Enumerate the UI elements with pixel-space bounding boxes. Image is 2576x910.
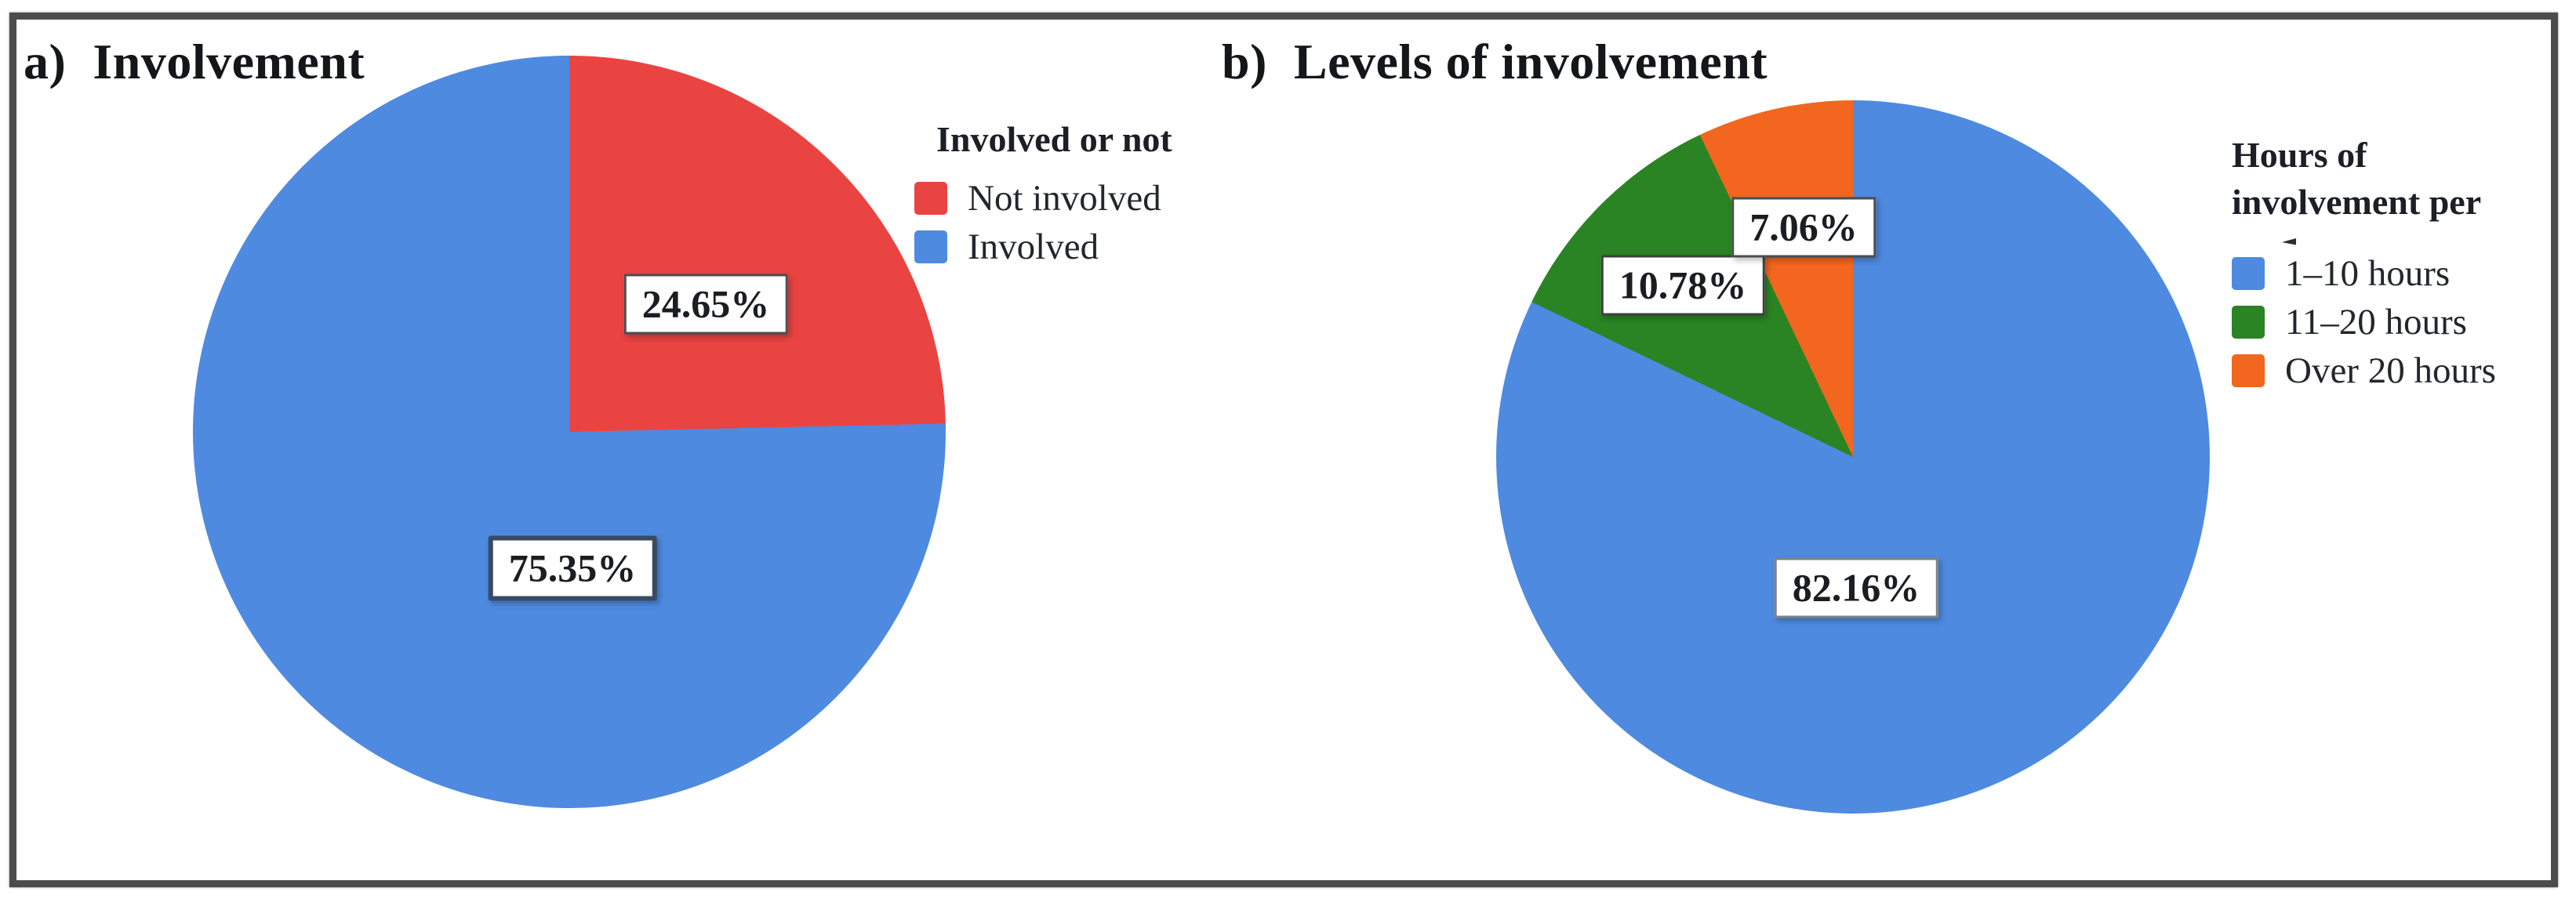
not-involved-swatch-icon (914, 182, 947, 215)
panel-b-title-text: Levels of involvement (1293, 34, 1768, 89)
panel-b-label: b) (1222, 34, 1267, 89)
legend-hours-items: 1–10 hours 11–20 hours Over 20 hours (2232, 253, 2496, 391)
data-label-involved: 75.35% (488, 535, 657, 601)
legend-hours: Hours of involvement per 1–10 hours 11–2… (2232, 132, 2496, 391)
legend-item-not-involved: Not involved (914, 178, 1172, 219)
legend-item-over-20-hours: Over 20 hours (2232, 350, 2496, 391)
legend-involvement: Involved or not Not involved Involved (914, 116, 1172, 267)
data-label-1-10-hours: 82.16% (1774, 557, 1938, 618)
legend-item-label: 11–20 hours (2285, 302, 2467, 343)
data-label-over-20-hours: 7.06% (1731, 197, 1876, 258)
legend-item-label: Over 20 hours (2285, 350, 2496, 391)
1-10-hours-swatch-icon (2232, 257, 2265, 290)
legend-hours-title-line1: Hours of (2232, 135, 2367, 175)
panel-a-label: a) (24, 34, 67, 89)
legend-item-label: Not involved (968, 178, 1161, 219)
over-20-hours-swatch-icon (2232, 354, 2265, 387)
legend-item-11-20-hours: 11–20 hours (2232, 302, 2496, 343)
legend-item-1-10-hours: 1–10 hours (2232, 253, 2496, 294)
11-20-hours-swatch-icon (2232, 306, 2265, 339)
data-label-11-20-hours: 10.78% (1600, 255, 1765, 316)
involved-swatch-icon (914, 230, 947, 263)
legend-item-involved: Involved (914, 227, 1172, 267)
pie-chart-involvement (193, 56, 946, 808)
legend-involvement-title: Involved or not (936, 119, 1172, 159)
panel-a-title: a) Involvement (24, 33, 365, 91)
legend-involvement-items: Not involved Involved (914, 178, 1172, 267)
data-label-not-involved: 24.65% (623, 274, 788, 335)
legend-artifact-mark (2282, 238, 2296, 245)
legend-hours-title-line2: involvement per (2232, 182, 2482, 222)
panel-b-title: b) Levels of involvement (1222, 33, 1768, 91)
legend-item-label: Involved (968, 227, 1099, 267)
legend-item-label: 1–10 hours (2285, 253, 2451, 294)
panel-a-title-text: Involvement (93, 34, 365, 89)
